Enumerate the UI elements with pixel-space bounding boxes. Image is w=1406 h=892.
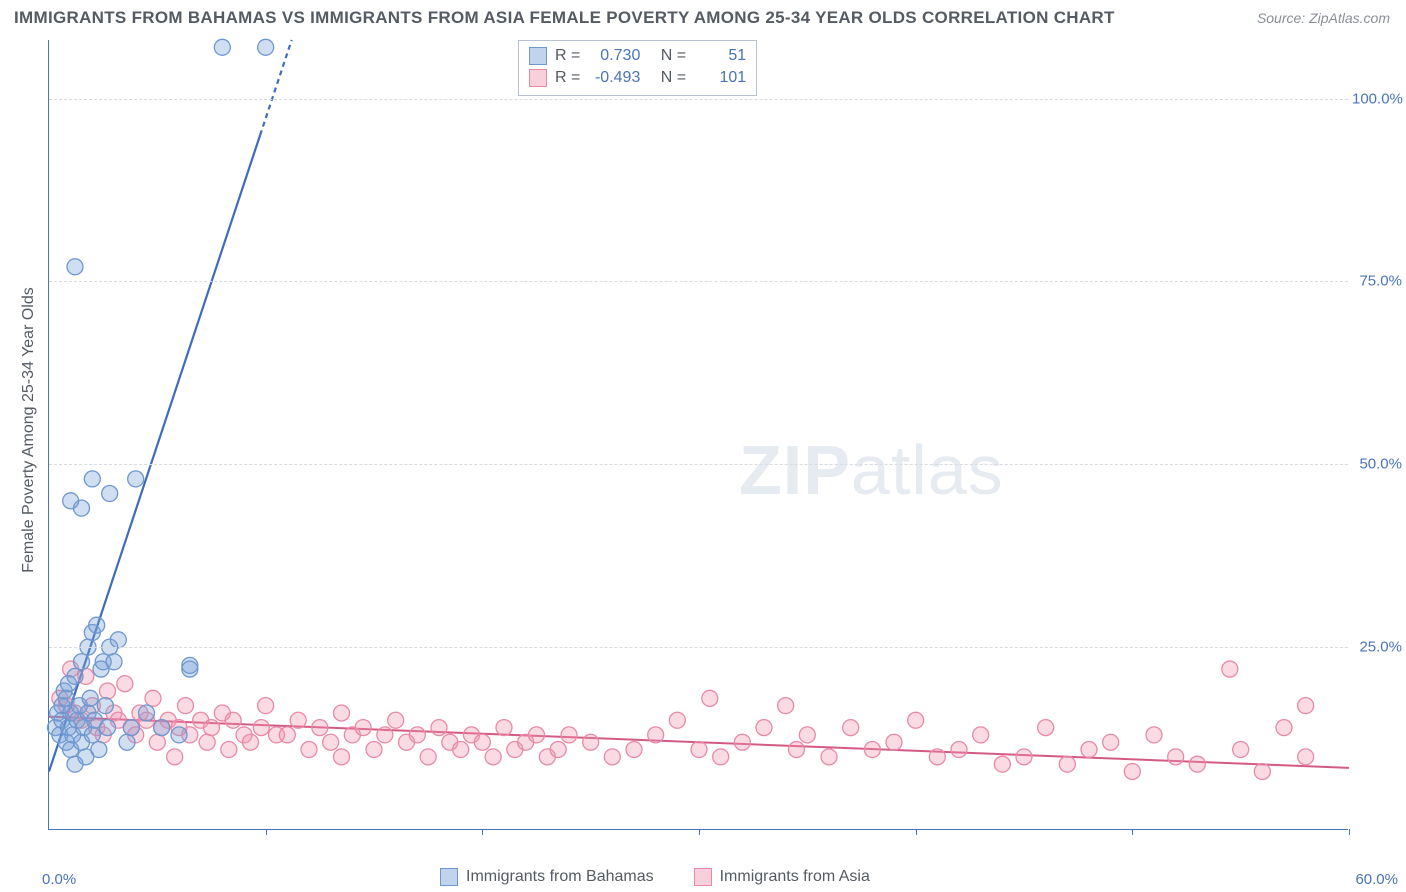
y-tick-label: 100.0% [1352, 90, 1402, 107]
stats-legend-box: R = 0.730 N = 51 R = -0.493 N = 101 [518, 40, 757, 96]
y-tick-label: 50.0% [1352, 456, 1402, 473]
y-tick-label: 25.0% [1352, 639, 1402, 656]
x-tick-mark [482, 829, 483, 835]
stat-r-value-0: 0.730 [588, 45, 640, 67]
stat-r-value-1: -0.493 [588, 67, 640, 89]
y-tick-label: 75.0% [1352, 273, 1402, 290]
plot-area: ZIPatlas 25.0%50.0%75.0%100.0% [48, 40, 1348, 830]
x-tick-mark [1132, 829, 1133, 835]
x-tick-mark [916, 829, 917, 835]
stat-n-value-1: 101 [694, 67, 746, 89]
legend-label-0: Immigrants from Bahamas [466, 868, 654, 886]
x-tick-mark [1349, 829, 1350, 835]
legend-item-1: Immigrants from Asia [694, 868, 870, 886]
bottom-legend: Immigrants from Bahamas Immigrants from … [440, 868, 870, 886]
stat-r-label: R = [555, 45, 580, 67]
legend-item-0: Immigrants from Bahamas [440, 868, 654, 886]
legend-swatch-pink [694, 868, 712, 886]
x-tick-mark [266, 829, 267, 835]
stats-row-series-0: R = 0.730 N = 51 [529, 45, 746, 67]
legend-label-1: Immigrants from Asia [720, 868, 870, 886]
x-tick-mark [699, 829, 700, 835]
gridline-h [49, 99, 1348, 100]
gridline-h [49, 647, 1348, 648]
y-axis-label: Female Poverty Among 25-34 Year Olds [20, 145, 38, 431]
stats-row-series-1: R = -0.493 N = 101 [529, 67, 746, 89]
gridline-h [49, 464, 1348, 465]
legend-swatch-blue [440, 868, 458, 886]
chart-title: IMMIGRANTS FROM BAHAMAS VS IMMIGRANTS FR… [14, 8, 1115, 28]
chart-svg [49, 40, 1348, 829]
swatch-blue [529, 47, 547, 65]
stat-n-label: N = [661, 67, 686, 89]
stat-n-value-0: 51 [694, 45, 746, 67]
x-tick-min: 0.0% [42, 871, 76, 888]
stat-n-label: N = [661, 45, 686, 67]
gridline-h [49, 281, 1348, 282]
swatch-pink [529, 69, 547, 87]
source-attribution: Source: ZipAtlas.com [1257, 10, 1390, 26]
stat-r-label: R = [555, 67, 580, 89]
x-tick-max: 60.0% [1355, 871, 1398, 888]
